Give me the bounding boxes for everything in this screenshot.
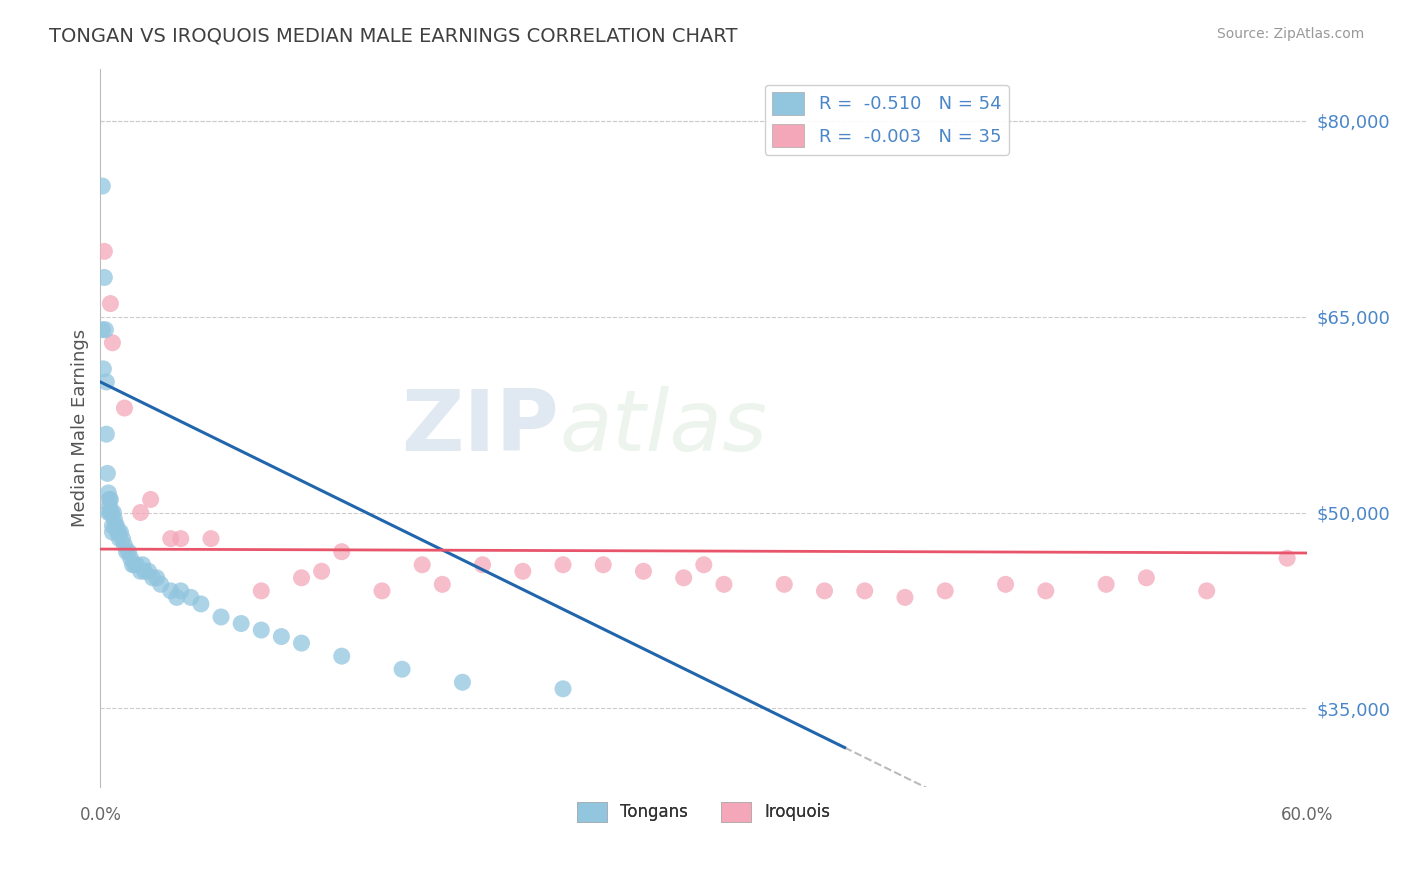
Point xyxy=(93,362,115,376)
Point xyxy=(713,577,735,591)
Point xyxy=(121,558,143,572)
Point xyxy=(100,506,122,520)
Point xyxy=(142,571,165,585)
Point xyxy=(101,518,124,533)
Point xyxy=(994,577,1017,591)
Point xyxy=(100,506,122,520)
Point xyxy=(115,544,138,558)
Point xyxy=(773,577,796,591)
Point xyxy=(134,564,156,578)
Point xyxy=(159,532,181,546)
Point xyxy=(131,558,153,572)
Point xyxy=(96,467,118,481)
Text: 0.0%: 0.0% xyxy=(79,806,121,824)
Point xyxy=(371,583,394,598)
Point xyxy=(250,623,273,637)
Point xyxy=(231,616,253,631)
Text: atlas: atlas xyxy=(560,386,768,469)
Point xyxy=(117,544,139,558)
Point xyxy=(1035,583,1057,598)
Point xyxy=(91,179,114,194)
Point xyxy=(209,610,232,624)
Point xyxy=(110,525,132,540)
Point xyxy=(512,564,534,578)
Point xyxy=(100,492,122,507)
Legend: Tongans, Iroquois: Tongans, Iroquois xyxy=(571,795,838,829)
Point xyxy=(330,544,353,558)
Point xyxy=(290,571,312,585)
Point xyxy=(894,591,917,605)
Point xyxy=(166,591,188,605)
Y-axis label: Median Male Earnings: Median Male Earnings xyxy=(72,328,89,526)
Point xyxy=(125,558,148,572)
Point xyxy=(94,323,117,337)
Point xyxy=(290,636,312,650)
Point xyxy=(1095,577,1118,591)
Point xyxy=(432,577,454,591)
Point xyxy=(103,512,125,526)
Point xyxy=(200,532,222,546)
Point xyxy=(111,532,134,546)
Point xyxy=(471,558,494,572)
Point xyxy=(330,649,353,664)
Point xyxy=(138,564,160,578)
Point xyxy=(93,244,115,259)
Point xyxy=(114,401,136,415)
Point xyxy=(91,323,114,337)
Point xyxy=(180,591,202,605)
Point xyxy=(1135,571,1157,585)
Point xyxy=(100,296,122,310)
Point xyxy=(451,675,474,690)
Point xyxy=(934,583,956,598)
Point xyxy=(101,525,124,540)
Point xyxy=(104,518,127,533)
Text: 60.0%: 60.0% xyxy=(1281,806,1333,824)
Point xyxy=(411,558,433,572)
Point xyxy=(107,525,129,540)
Point xyxy=(103,506,125,520)
Point xyxy=(97,506,120,520)
Point xyxy=(551,558,574,572)
Point xyxy=(170,583,193,598)
Point xyxy=(108,532,131,546)
Point xyxy=(129,564,152,578)
Point xyxy=(107,525,129,540)
Point xyxy=(93,270,115,285)
Text: ZIP: ZIP xyxy=(401,386,560,469)
Point xyxy=(813,583,835,598)
Point xyxy=(96,375,118,389)
Point xyxy=(693,558,716,572)
Point xyxy=(120,551,142,566)
Point xyxy=(592,558,614,572)
Point xyxy=(149,577,172,591)
Point xyxy=(145,571,167,585)
Text: Source: ZipAtlas.com: Source: ZipAtlas.com xyxy=(1216,27,1364,41)
Point xyxy=(1275,551,1298,566)
Point xyxy=(96,427,118,442)
Point xyxy=(250,583,273,598)
Point xyxy=(170,532,193,546)
Point xyxy=(672,571,695,585)
Point xyxy=(98,492,121,507)
Point xyxy=(101,335,124,350)
Point xyxy=(159,583,181,598)
Point xyxy=(124,558,146,572)
Point xyxy=(139,492,162,507)
Point xyxy=(129,506,152,520)
Point xyxy=(98,499,121,513)
Point xyxy=(633,564,655,578)
Point xyxy=(97,486,120,500)
Point xyxy=(105,518,128,533)
Text: TONGAN VS IROQUOIS MEDIAN MALE EARNINGS CORRELATION CHART: TONGAN VS IROQUOIS MEDIAN MALE EARNINGS … xyxy=(49,27,738,45)
Point xyxy=(190,597,212,611)
Point xyxy=(311,564,333,578)
Point xyxy=(114,538,136,552)
Point xyxy=(853,583,876,598)
Point xyxy=(391,662,413,676)
Point xyxy=(551,681,574,696)
Point xyxy=(270,630,292,644)
Point xyxy=(1195,583,1218,598)
